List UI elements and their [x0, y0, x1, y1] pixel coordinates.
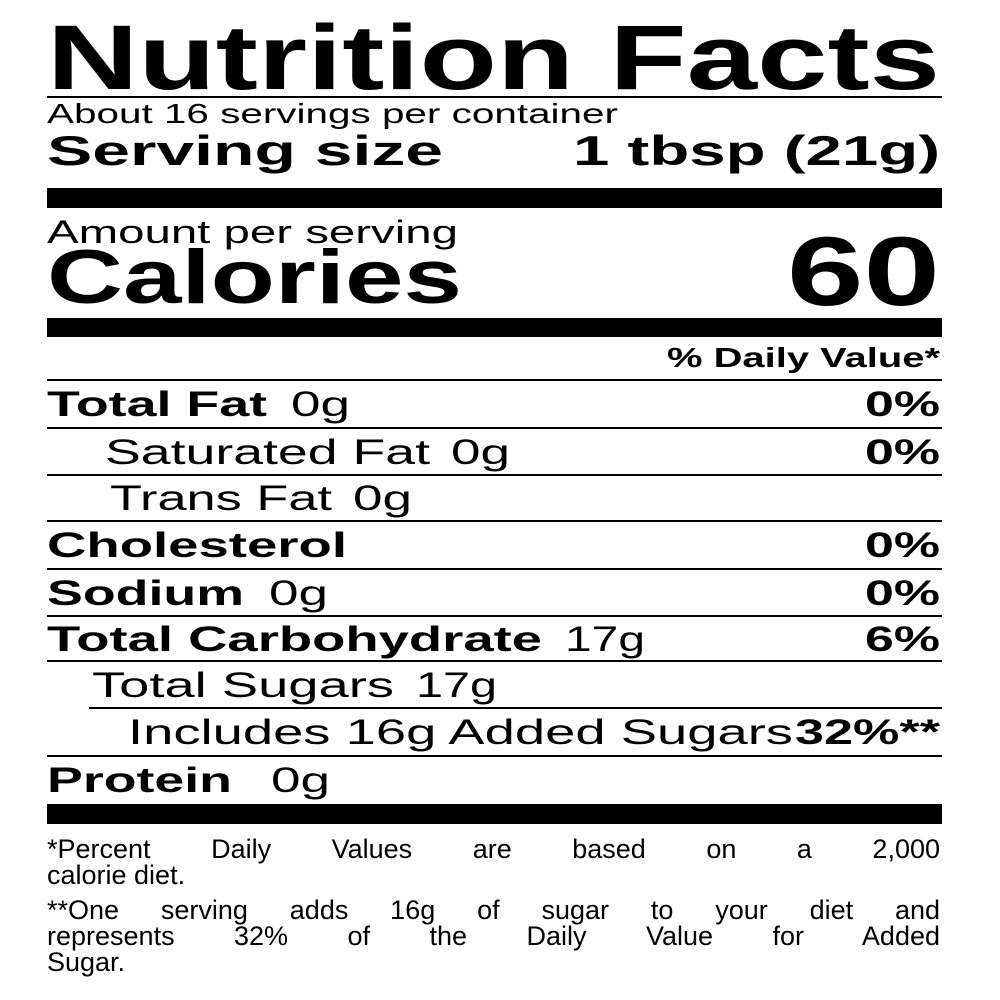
nutrient-label: Total Sugars — [92, 665, 394, 705]
nutrient-row-saturated-fat: Saturated Fat 0g 0% — [0, 429, 1000, 475]
divider — [47, 427, 942, 429]
nutrient-row-total-sugars: Total Sugars 17g — [0, 662, 1000, 708]
nutrient-daily-value: 0% — [865, 432, 940, 472]
nutrient-label: Total Fat — [47, 385, 267, 424]
nutrient-amount: 17g — [416, 665, 497, 705]
nutrient-label: Includes 16g Added Sugars — [128, 713, 793, 752]
nutrient-row-sodium: Sodium 0g 0% — [0, 570, 1000, 616]
divider — [47, 660, 942, 662]
nutrient-daily-value: 0% — [865, 573, 940, 613]
divider — [47, 568, 942, 570]
nutrient-daily-value: 0% — [865, 526, 940, 565]
divider — [47, 755, 942, 757]
calories-label: Calories — [47, 235, 462, 320]
nutrient-label: Saturated Fat — [105, 432, 430, 472]
footnote-added-sugar-line: Sugar. — [47, 947, 126, 977]
calories-value: 60 — [787, 216, 940, 326]
divider — [47, 615, 942, 617]
thick-divider — [47, 188, 942, 208]
servings-per-container: About 16 servings per container — [47, 98, 618, 129]
divider — [47, 474, 942, 476]
footnote-added-sugar-line: **One serving adds 16g of sugar to your … — [47, 895, 940, 925]
footnote-added-sugar-line: represents 32% of the Daily Value for Ad… — [47, 921, 940, 951]
nutrient-amount: 0g — [353, 479, 412, 518]
nutrient-daily-value: 0% — [865, 385, 940, 424]
nutrient-amount: 0g — [291, 385, 350, 424]
nutrient-label: Protein — [47, 760, 232, 800]
nutrient-row-added-sugars: Includes 16g Added Sugars 32%** — [0, 709, 1000, 756]
divider — [89, 707, 942, 709]
label-title: Nutrition Facts — [47, 7, 940, 109]
nutrient-daily-value: 32%** — [795, 713, 940, 752]
nutrient-row-cholesterol: Cholesterol 0% — [0, 522, 1000, 569]
nutrient-row-total-carbohydrate: Total Carbohydrate 17g 6% — [0, 617, 1000, 661]
nutrient-daily-value: 6% — [865, 619, 940, 659]
divider — [47, 379, 942, 381]
nutrient-label: Trans Fat — [110, 479, 332, 518]
nutrient-amount: 0g — [269, 573, 328, 613]
serving-size-label: Serving size — [47, 127, 443, 174]
nutrient-row-protein: Protein 0g — [0, 757, 1000, 803]
footnote-daily-value-line: *Percent Daily Values are based on a 2,0… — [47, 834, 940, 864]
divider — [47, 520, 942, 522]
thick-divider — [47, 804, 942, 824]
footnote-daily-value-line: calorie diet. — [47, 860, 186, 890]
daily-value-header: % Daily Value* — [667, 342, 940, 373]
amount-per-serving: Amount per serving — [47, 214, 458, 250]
nutrient-label: Sodium — [47, 573, 244, 613]
nutrient-amount: 0g — [451, 432, 510, 472]
nutrient-amount: 17g — [565, 619, 645, 659]
nutrient-row-total-fat: Total Fat 0g 0% — [0, 381, 1000, 428]
nutrient-amount: 0g — [271, 760, 330, 800]
nutrient-row-trans-fat: Trans Fat 0g — [0, 476, 1000, 521]
nutrient-label: Total Carbohydrate — [47, 619, 542, 659]
thick-divider — [47, 318, 942, 337]
divider — [47, 96, 942, 98]
serving-size-value: 1 tbsp (21g) — [573, 127, 940, 174]
nutrient-label: Cholesterol — [47, 526, 347, 565]
